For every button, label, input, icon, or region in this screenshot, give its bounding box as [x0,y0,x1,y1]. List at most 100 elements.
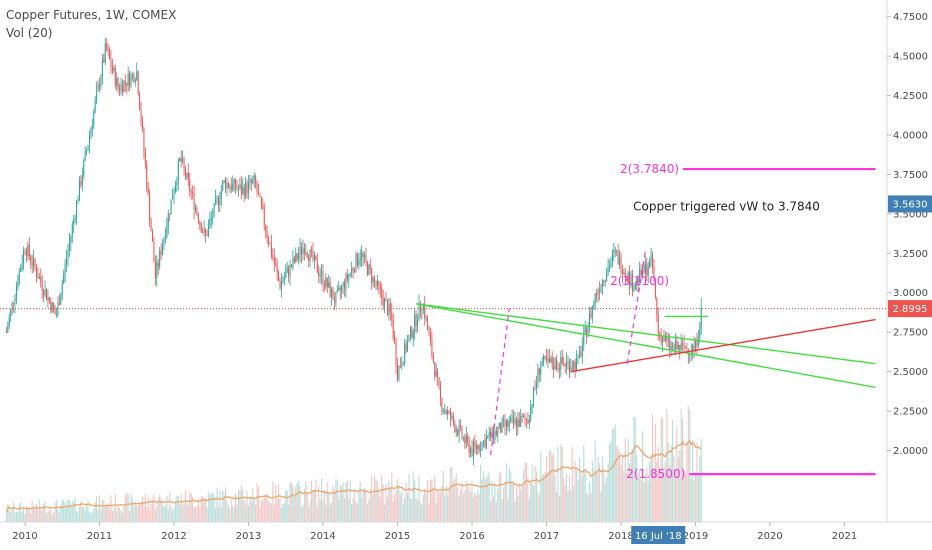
candle-body [58,302,60,305]
volume-bar [157,496,159,522]
volume-bar [610,441,612,522]
volume-bar [421,504,423,522]
volume-bar [290,481,293,522]
candle-body [696,341,698,347]
candle-body [474,442,476,446]
candle-body [24,250,26,252]
candle-body [402,362,404,365]
volume-bar [428,503,430,522]
volume-bar [265,495,267,522]
volume-bar [376,481,379,522]
volume-bar [689,410,691,522]
volume-bar [427,480,429,522]
candle-body [639,269,641,283]
volume-bar [507,499,509,522]
volume-bar [697,474,699,522]
candle-body [212,216,214,218]
price-scale[interactable]: 4.7500 4.5000 4.2500 4.0000 3.7500 3.5000 3.25… [887,12,928,457]
volume-bar [362,490,364,522]
volume-bar [535,471,538,522]
volume-bar [302,505,304,522]
volume-bar [515,486,517,522]
candle-body [11,302,13,310]
candle-body [408,335,410,342]
candle-body [104,43,106,62]
volume-bar [237,489,240,522]
volume-bar [333,489,336,522]
candle-body [68,242,70,251]
candle-body [279,280,281,289]
candle-body [269,243,271,245]
candle-body [396,365,399,380]
volume-bar [312,489,314,522]
volume-bar [673,455,675,522]
volume-bar [106,505,108,522]
volume-bar [223,494,225,522]
candle-body [37,276,39,279]
candle-body [64,263,66,274]
volume-bar [64,502,66,522]
volume-bar [270,503,272,522]
volume-bar [541,475,543,522]
volume-bar [153,495,155,522]
volume-bar [372,493,374,522]
candle-body [222,181,224,190]
volume-bar [550,449,552,522]
candle-body [331,288,333,297]
candle-body [332,288,334,300]
volume-bar [598,463,601,522]
candle-body [319,275,321,277]
volume-bar [525,462,528,522]
volume-bar [90,512,92,522]
volume-bar [161,501,164,522]
candle-body [427,318,429,330]
volume-bar [30,512,32,522]
volume-bar [80,500,82,522]
price-tick-label: 3.2500 [893,249,928,260]
volume-bar [34,509,36,522]
price-tick-label: 4.0000 [893,131,928,142]
candle-body [481,442,483,450]
volume-bar [40,507,42,522]
candle-body [338,287,340,290]
time-scale[interactable]: 2010 2011 2012 2013 2014 2015 2016 2017 2018 2019… [12,522,857,542]
volume-bar [501,499,503,522]
volume-bar [21,511,23,522]
volume-bar [339,484,341,522]
volume-bar [187,505,189,522]
volume-bar [54,502,56,522]
candle-body [611,253,613,262]
volume-bar [144,494,146,522]
volume-bar [338,499,340,522]
volume-bar [346,480,348,522]
candle-body [329,282,331,297]
volume-bar [305,481,307,522]
candle-body [61,283,63,296]
volume-bar [514,501,516,522]
volume-bar [17,512,19,522]
candle-body [239,184,241,189]
volume-bar [461,483,463,522]
volume-bar [173,508,175,522]
candle-body [182,158,184,162]
volume-bar [467,484,469,522]
price-tick-label: 4.7500 [893,12,928,23]
candle-body [583,332,585,346]
candle-body [580,352,582,356]
candle-body [667,338,669,340]
volume-bar [402,503,404,522]
volume-bar [621,455,624,522]
volume-bar [120,510,122,522]
candle-body [207,225,209,236]
volume-bar [577,479,579,522]
candle-body [242,187,244,194]
candle-body [451,415,453,420]
volume-bar [576,470,578,522]
candle-body [119,88,121,91]
candle-body [364,254,366,257]
candle-body [452,415,454,424]
candle-body [90,128,92,136]
candle-body [674,340,676,350]
candle-body [166,226,168,238]
